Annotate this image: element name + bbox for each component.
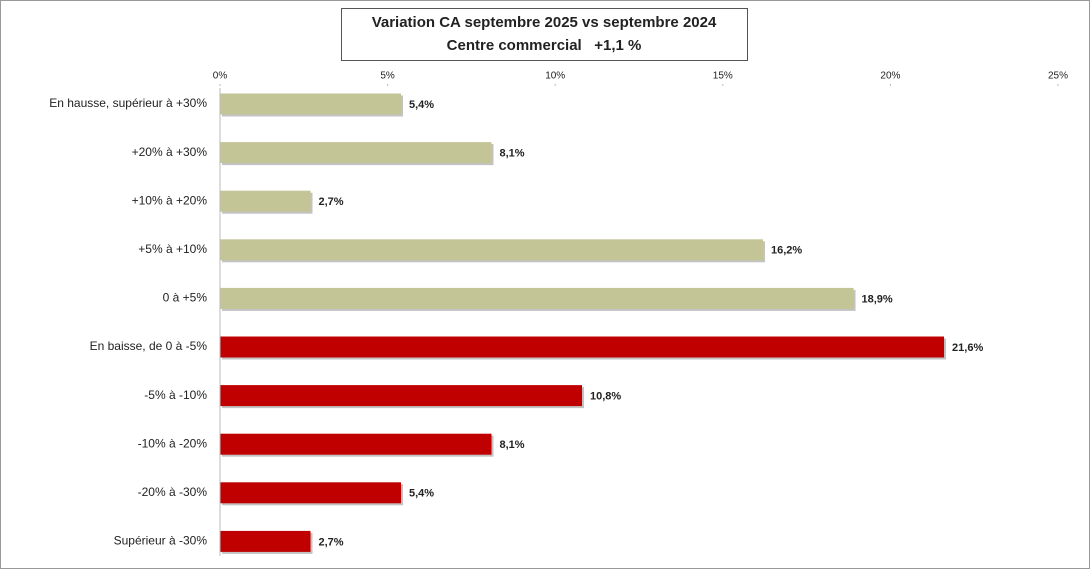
- y-tick-label: -5% à -10%: [144, 388, 207, 402]
- bar: [220, 482, 402, 504]
- value-label: 16,2%: [771, 245, 802, 257]
- y-tick-label: +10% à +20%: [132, 193, 208, 207]
- bar: [220, 287, 854, 309]
- y-tick-label: -10% à -20%: [138, 436, 208, 450]
- value-label: 2,7%: [319, 196, 344, 208]
- x-tick-label: 25%: [1048, 71, 1068, 82]
- value-label: 18,9%: [862, 293, 893, 305]
- y-tick-label: +20% à +30%: [132, 145, 208, 159]
- title-box: [341, 8, 748, 61]
- x-tick-label: 20%: [880, 71, 900, 82]
- bar: [220, 93, 402, 115]
- x-tick-label: 10%: [545, 71, 565, 82]
- value-label: 8,1%: [500, 148, 525, 160]
- y-tick-label: Supérieur à -30%: [114, 534, 208, 548]
- chart-subtitle: Centre commercial +1,1 %: [447, 37, 642, 54]
- bar: [220, 239, 764, 261]
- chart-title: Variation CA septembre 2025 vs septembre…: [372, 14, 717, 31]
- bar: [220, 433, 492, 455]
- y-tick-label: En baisse, de 0 à -5%: [90, 339, 208, 353]
- value-label: 5,4%: [409, 99, 434, 111]
- bar: [220, 385, 583, 407]
- x-tick-label: 0%: [213, 71, 228, 82]
- bar: [220, 530, 311, 552]
- value-label: 8,1%: [500, 439, 525, 451]
- bar: [220, 336, 945, 358]
- value-label: 5,4%: [409, 488, 434, 500]
- x-tick-label: 15%: [713, 71, 733, 82]
- bar: [220, 190, 311, 212]
- x-tick-label: 5%: [380, 71, 395, 82]
- y-tick-label: 0 à +5%: [163, 291, 208, 305]
- bar: [220, 142, 492, 164]
- value-label: 10,8%: [590, 391, 621, 403]
- y-tick-label: En hausse, supérieur à +30%: [49, 96, 207, 110]
- y-tick-label: +5% à +10%: [138, 242, 207, 256]
- value-label: 2,7%: [319, 536, 344, 548]
- value-label: 21,6%: [952, 342, 983, 354]
- y-tick-label: -20% à -30%: [138, 485, 208, 499]
